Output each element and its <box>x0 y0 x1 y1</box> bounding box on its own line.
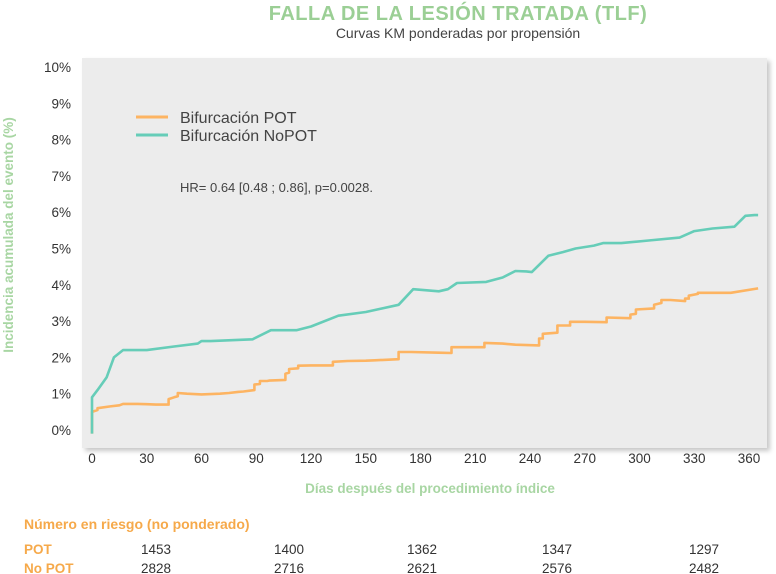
x-tick-label: 360 <box>738 451 761 466</box>
y-axis-title: Incidencia acumulada del evento (%) <box>1 117 16 353</box>
hr-annotation: HR= 0.64 [0.48 ; 0.86], p=0.0028. <box>180 180 373 195</box>
y-axis: 0% 1% 2% 3% 4% 5% 6% 7% 8% 9% 10% <box>44 60 71 438</box>
legend-label-pot: Bifurcación POT <box>180 110 297 127</box>
risk-value: 2828 <box>141 561 171 574</box>
series-line-pot <box>90 287 759 434</box>
y-tick-label: 2% <box>51 350 71 365</box>
y-tick-label: 8% <box>51 133 71 148</box>
x-tick-label: 30 <box>139 451 154 466</box>
x-tick-label: 180 <box>409 451 432 466</box>
y-tick-label: 6% <box>51 205 71 220</box>
x-axis-title: Días después del procedimiento índice <box>305 481 555 496</box>
chart-subtitle: Curvas KM ponderadas por propensión <box>336 25 580 41</box>
x-tick-label: 90 <box>249 451 264 466</box>
series-line-nopot <box>90 213 759 434</box>
y-tick-label: 9% <box>51 96 71 111</box>
x-tick-label: 300 <box>628 451 651 466</box>
x-tick-label: 150 <box>354 451 377 466</box>
y-tick-label: 0% <box>51 423 71 438</box>
risk-value: 2576 <box>542 561 572 574</box>
risk-value: 2716 <box>274 561 304 574</box>
risk-row-label-pot: POT <box>24 542 53 557</box>
y-tick-label: 7% <box>51 169 71 184</box>
y-tick-label: 3% <box>51 314 71 329</box>
risk-row-label-nopot: No POT <box>24 561 74 574</box>
series-lines <box>90 213 759 434</box>
y-tick-label: 5% <box>51 242 71 257</box>
risk-value: 1347 <box>542 542 572 557</box>
x-tick-label: 270 <box>573 451 596 466</box>
x-axis: 0 30 60 90 120 150 180 210 240 270 300 330 360 <box>88 451 760 466</box>
x-tick-label: 210 <box>464 451 487 466</box>
x-tick-label: 330 <box>683 451 706 466</box>
x-tick-label: 120 <box>300 451 323 466</box>
risk-value: 2482 <box>689 561 719 574</box>
chart-title: FALLA DE LA LESIÓN TRATADA (TLF) <box>269 1 648 25</box>
risk-table-title: Número en riesgo (no ponderado) <box>24 516 250 532</box>
risk-value: 1453 <box>141 542 171 557</box>
y-tick-label: 10% <box>44 60 71 75</box>
risk-value: 1362 <box>407 542 437 557</box>
x-tick-label: 0 <box>88 451 96 466</box>
legend: Bifurcación POT Bifurcación NoPOT <box>136 110 317 145</box>
x-tick-label: 60 <box>194 451 209 466</box>
y-tick-label: 4% <box>51 278 71 293</box>
risk-value: 2621 <box>407 561 437 574</box>
plot-area <box>82 58 767 448</box>
legend-label-nopot: Bifurcación NoPOT <box>180 128 317 145</box>
risk-value: 1297 <box>689 542 719 557</box>
x-tick-label: 240 <box>519 451 542 466</box>
y-tick-label: 1% <box>51 387 71 402</box>
risk-table: Número en riesgo (no ponderado) POT No P… <box>24 516 719 574</box>
risk-value: 1400 <box>274 542 304 557</box>
